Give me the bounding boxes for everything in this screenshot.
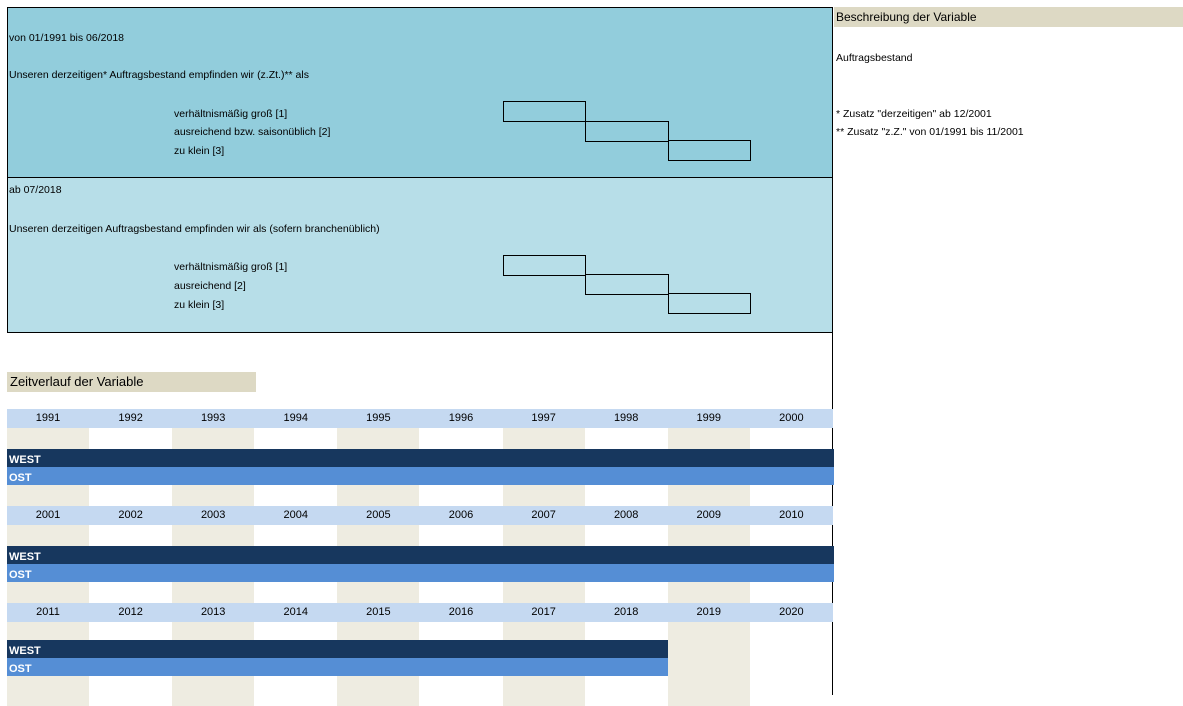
coverage-bar-ost: OST bbox=[7, 658, 668, 676]
year-label: 1998 bbox=[613, 412, 639, 424]
year-label: 1992 bbox=[118, 412, 143, 424]
year-label: 2018 bbox=[613, 606, 639, 618]
year-label: 1997 bbox=[531, 412, 556, 424]
year-label: 2000 bbox=[779, 412, 804, 424]
year-label: 2008 bbox=[613, 509, 639, 521]
variable-name: Auftragsbestand bbox=[836, 52, 913, 64]
panel-old-box-2 bbox=[585, 121, 669, 142]
year-label: 2006 bbox=[448, 509, 474, 521]
year-label: 2005 bbox=[366, 509, 391, 521]
year-label: 2014 bbox=[283, 606, 309, 618]
panel-new-option-1: verhältnismäßig groß [1] bbox=[174, 261, 288, 273]
description-header: Beschreibung der Variable bbox=[834, 7, 1183, 27]
year-label: 1999 bbox=[696, 412, 722, 424]
note-zz: ** Zusatz "z.Z." von 01/1991 bis 11/2001 bbox=[836, 126, 1024, 138]
year-label: 2003 bbox=[200, 509, 226, 521]
year-label: 1996 bbox=[448, 412, 474, 424]
year-label: 2019 bbox=[696, 606, 722, 618]
coverage-bar-ost: OST bbox=[7, 467, 834, 485]
panel-old-option-1: verhältnismäßig groß [1] bbox=[174, 108, 288, 120]
coverage-bar-ost: OST bbox=[7, 564, 834, 582]
year-label: 1991 bbox=[35, 412, 61, 424]
year-label: 2007 bbox=[531, 509, 556, 521]
panel-old-option-2: ausreichend bzw. saisonüblich [2] bbox=[174, 126, 331, 138]
year-label: 2017 bbox=[531, 606, 556, 618]
year-label: 2012 bbox=[118, 606, 143, 618]
coverage-bar-west: WEST bbox=[7, 449, 834, 467]
panel-old-definition bbox=[7, 7, 833, 178]
column-divider bbox=[832, 7, 833, 695]
year-label: 2009 bbox=[696, 509, 722, 521]
year-label: 1993 bbox=[200, 412, 226, 424]
coverage-bar-west: WEST bbox=[7, 640, 668, 658]
timeline-header: Zeitverlauf der Variable bbox=[7, 372, 256, 392]
coverage-bar-west: WEST bbox=[7, 546, 834, 564]
year-label: 1995 bbox=[366, 412, 391, 424]
panel-new-period: ab 07/2018 bbox=[9, 184, 62, 196]
panel-new-box-2 bbox=[585, 274, 669, 295]
panel-old-period: von 01/1991 bis 06/2018 bbox=[9, 32, 125, 44]
panel-new-option-2: ausreichend [2] bbox=[174, 280, 246, 292]
year-label: 2011 bbox=[36, 606, 60, 618]
year-label: 2013 bbox=[200, 606, 226, 618]
panel-old-question: Unseren derzeitigen* Auftragsbestand emp… bbox=[9, 69, 309, 81]
year-label: 2010 bbox=[779, 509, 804, 521]
year-label: 2015 bbox=[366, 606, 391, 618]
shade-column bbox=[667, 622, 750, 706]
year-label: 2002 bbox=[118, 509, 143, 521]
panel-new-definition bbox=[7, 178, 833, 333]
panel-new-box-3 bbox=[668, 293, 751, 314]
year-row: 1991 1992 1993 1994 1995 1996 1997 1998 1999 2000 bbox=[7, 409, 833, 428]
year-row: 2011 2012 2013 2014 2015 2016 2017 2018 2019 2020 bbox=[7, 603, 833, 622]
year-label: 2001 bbox=[35, 509, 61, 521]
panel-new-box-1 bbox=[503, 255, 586, 276]
panel-new-question: Unseren derzeitigen Auftragsbestand empf… bbox=[9, 223, 380, 235]
year-label: 1994 bbox=[283, 412, 309, 424]
year-label: 2004 bbox=[283, 509, 309, 521]
panel-old-option-3: zu klein [3] bbox=[174, 145, 225, 157]
year-row: 2001 2002 2003 2004 2005 2006 2007 2008 2009 2010 bbox=[7, 506, 833, 525]
panel-new-option-3: zu klein [3] bbox=[174, 299, 225, 311]
year-label: 2016 bbox=[448, 606, 474, 618]
year-label: 2020 bbox=[779, 606, 804, 618]
panel-old-box-1 bbox=[503, 101, 586, 122]
panel-old-box-3 bbox=[668, 140, 751, 161]
note-derzeitigen: * Zusatz "derzeitigen" ab 12/2001 bbox=[836, 108, 992, 120]
